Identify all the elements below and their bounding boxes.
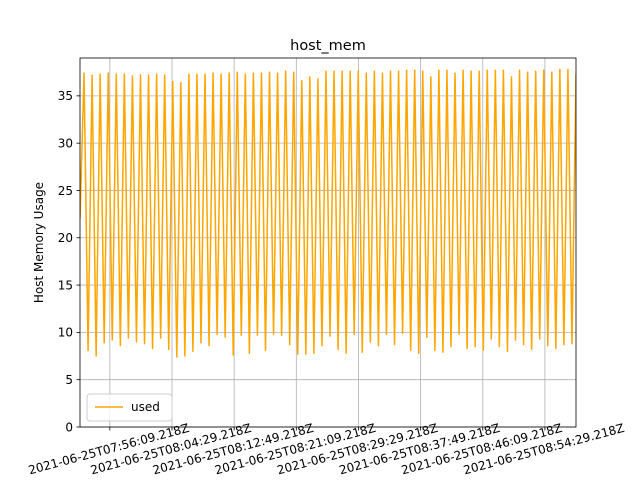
chart-title: host_mem	[290, 38, 366, 54]
plot-frame	[79, 57, 577, 428]
legend-box	[86, 393, 173, 422]
plot-area	[80, 68, 576, 358]
y-tick-label: 0	[65, 420, 73, 434]
y-tick-label: 15	[58, 278, 73, 292]
legend-label-used: used	[131, 400, 160, 414]
series-line-used	[80, 68, 576, 358]
legend: used	[86, 393, 173, 422]
y-axis-label: Host Memory Usage	[32, 182, 46, 303]
y-tick-label: 30	[58, 136, 73, 150]
y-tick-label: 35	[58, 89, 73, 103]
y-tick-label: 5	[65, 373, 73, 387]
y-tick-label: 10	[58, 326, 73, 340]
y-tick-label: 20	[58, 231, 73, 245]
y-axis-ticks: 0 5 10 15 20 25 30 35	[58, 89, 80, 434]
y-tick-label: 25	[58, 184, 73, 198]
